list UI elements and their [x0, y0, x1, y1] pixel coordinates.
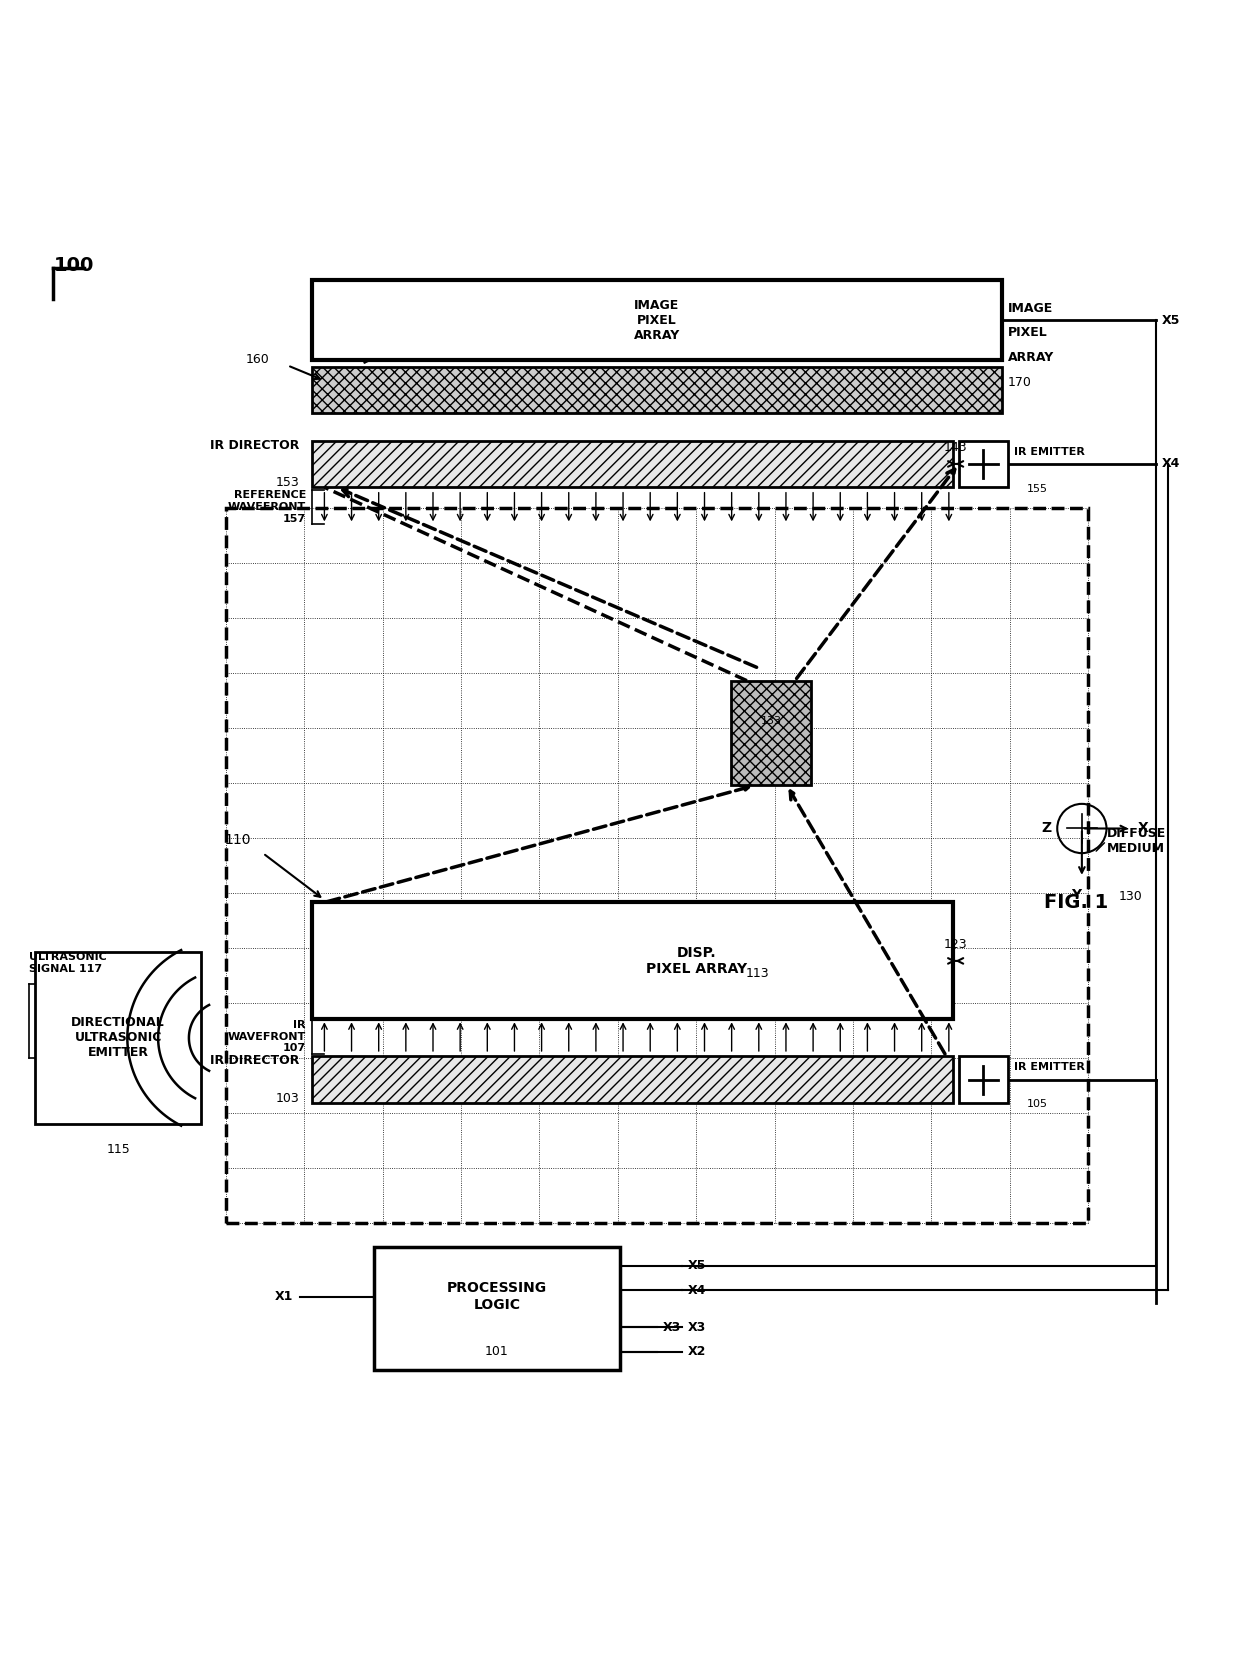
Text: X2: X2	[688, 1345, 706, 1359]
Text: X1: X1	[275, 1291, 294, 1302]
Text: X4: X4	[1162, 457, 1180, 471]
Text: 153: 153	[277, 476, 300, 489]
Text: 115: 115	[107, 1143, 130, 1155]
Text: X: X	[1137, 822, 1148, 835]
Bar	[312, 441, 952, 487]
Text: X5: X5	[1162, 313, 1180, 326]
Text: IR DIRECTOR: IR DIRECTOR	[211, 1054, 300, 1067]
Bar	[35, 951, 201, 1123]
Text: PIXEL: PIXEL	[1008, 326, 1048, 340]
Bar	[312, 366, 1002, 414]
Text: FIG. 1: FIG. 1	[1044, 893, 1107, 911]
Text: IR EMITTER: IR EMITTER	[1014, 447, 1085, 457]
Bar	[312, 280, 1002, 361]
Bar	[226, 509, 1087, 1223]
Text: FILTER: FILTER	[398, 292, 444, 305]
Text: 110: 110	[224, 833, 250, 847]
Text: 170: 170	[1008, 376, 1032, 388]
Text: IMAGE
PIXEL
ARRAY: IMAGE PIXEL ARRAY	[634, 298, 680, 341]
Text: PROCESSING
LOGIC: PROCESSING LOGIC	[446, 1281, 547, 1312]
Text: 143: 143	[944, 441, 967, 454]
Text: 105: 105	[1027, 1099, 1048, 1110]
Text: X4: X4	[688, 1284, 706, 1297]
Text: 133: 133	[760, 716, 781, 726]
Text: DIFFUSE
MEDIUM: DIFFUSE MEDIUM	[1106, 827, 1166, 855]
Bar	[959, 441, 1008, 487]
Text: X5: X5	[688, 1259, 706, 1273]
Text: IR
WAVEFRONT
107: IR WAVEFRONT 107	[228, 1021, 306, 1054]
Text: REFERENCE
WAVEFRONT
157: REFERENCE WAVEFRONT 157	[228, 490, 306, 524]
Text: 130: 130	[1118, 890, 1142, 903]
Text: X3: X3	[688, 1321, 706, 1334]
Text: X3: X3	[663, 1321, 681, 1334]
Bar	[312, 903, 952, 1019]
Text: 100: 100	[53, 255, 94, 275]
Text: 155: 155	[1027, 484, 1048, 494]
Text: Z: Z	[1040, 822, 1052, 835]
Text: IR DIRECTOR: IR DIRECTOR	[211, 439, 300, 452]
Text: ULTRASONIC
SIGNAL 117: ULTRASONIC SIGNAL 117	[29, 953, 107, 974]
Bar	[959, 1057, 1008, 1104]
Text: 123: 123	[944, 938, 967, 951]
Text: 160: 160	[246, 353, 269, 366]
Bar	[730, 681, 811, 785]
Text: 103: 103	[277, 1092, 300, 1105]
Text: IMAGE: IMAGE	[1008, 302, 1053, 315]
Text: DIRECTIONAL
ULTRASONIC
EMITTER: DIRECTIONAL ULTRASONIC EMITTER	[71, 1016, 165, 1059]
Bar	[312, 1057, 952, 1104]
Text: Y: Y	[1070, 888, 1081, 901]
Text: IR EMITTER: IR EMITTER	[1014, 1062, 1085, 1072]
Text: 113: 113	[745, 966, 769, 979]
Text: ARRAY: ARRAY	[1008, 351, 1054, 365]
Bar	[373, 1248, 620, 1370]
Text: 173: 173	[398, 323, 422, 336]
Text: 101: 101	[485, 1345, 508, 1359]
Text: DISP.
PIXEL ARRAY: DISP. PIXEL ARRAY	[646, 946, 746, 976]
